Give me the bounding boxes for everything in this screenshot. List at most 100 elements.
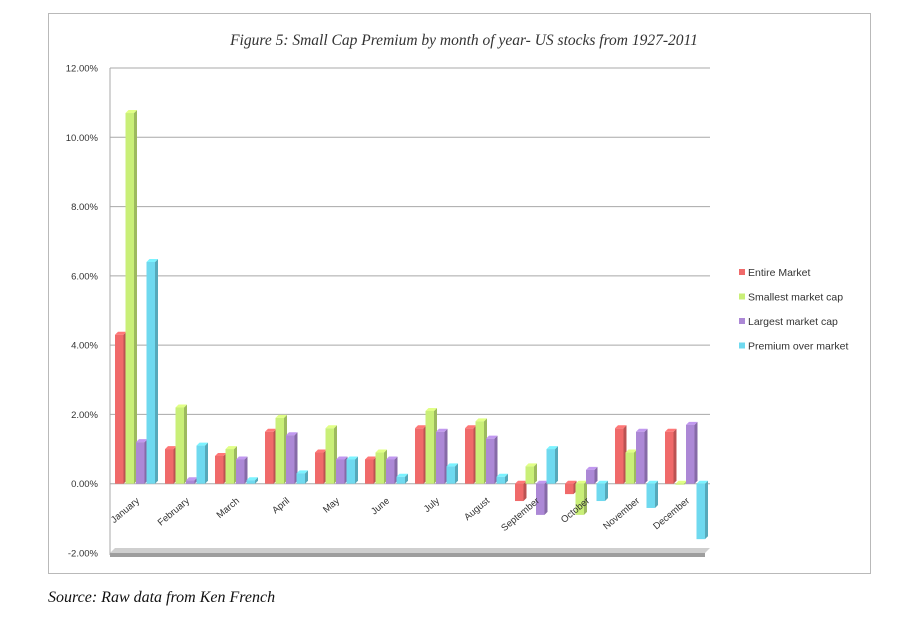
bar-top [475,418,487,422]
x-tick-label: May [321,495,342,515]
bar-side [244,456,248,484]
bar-top [596,480,608,484]
bar-side [534,463,537,484]
y-tick-label: 4.00% [71,341,98,352]
legend: Entire Market Smallest market cap Largest … [739,267,848,353]
bar [425,410,434,484]
y-tick-label: 10.00% [66,133,99,144]
floor-top [110,548,710,553]
bar-top [186,477,198,481]
bar [646,483,655,508]
chart-title: Figure 5: Small Cap Premium by month of … [229,32,698,49]
bar-top [496,473,508,477]
x-tick-label: April [270,496,292,517]
bar-side [584,480,587,515]
bar-top [215,453,227,456]
bar-top [575,480,587,484]
bar-top [525,463,537,467]
bar [215,456,224,484]
bar-side [494,435,498,484]
bar [146,262,155,484]
bar-top [665,428,677,432]
x-tick-label: March [215,496,242,521]
x-tick-label: February [156,495,192,528]
bar [665,431,674,484]
bar-side [155,259,158,484]
bar [115,334,124,484]
bar [175,407,184,484]
bar-top [625,449,637,453]
bar-side [355,456,358,484]
bar [625,452,634,484]
bar-side [523,480,527,502]
bar-top [586,466,598,470]
bar-top [686,421,698,425]
bar-top [146,259,158,262]
bar [415,428,424,484]
y-tick-label: 0.00% [71,479,98,490]
bar [236,459,245,484]
bar-top [446,463,458,467]
bar-top [646,480,658,484]
grid-layer [109,67,710,555]
bar-top [286,432,298,436]
bar [296,473,305,484]
bar-side [705,480,708,540]
bar-side [305,470,308,484]
legend-label: Smallest market cap [748,292,843,304]
bar-side [205,442,208,484]
bar [246,480,255,484]
bar-top [565,480,577,484]
bar [615,428,624,484]
bar [675,483,684,485]
bar-side [184,404,187,484]
floor-front [110,553,705,557]
legend-swatch [739,269,745,275]
bar-top [246,477,258,481]
bar-top [675,480,687,484]
x-tick-label: July [422,495,442,514]
bar-top [536,480,548,484]
bar [336,459,345,484]
legend-swatch [739,342,745,349]
bar [375,452,384,484]
legend-swatch [739,293,745,300]
bar [225,449,234,484]
bar-side [544,480,548,515]
bar [196,445,205,484]
bar-top [436,428,448,432]
bar-side [655,480,658,508]
bar [315,452,324,484]
bar-side [505,473,508,484]
bar-side [594,466,598,484]
bar [546,449,555,484]
bar [186,480,195,484]
y-tick-label: -2.00% [68,549,99,560]
bar-top [165,446,177,450]
bar-top [325,425,337,429]
bar-top [365,456,377,460]
bar-side [555,446,558,484]
bar-top [346,456,358,460]
bar-top [136,439,148,443]
bar [365,459,374,484]
bar [486,438,495,484]
bar-side [405,473,408,484]
y-tick-label: 2.00% [71,410,98,421]
bar-top [396,473,408,477]
x-tick-label: January [109,495,142,525]
bar-top [615,425,627,429]
bar [286,435,295,484]
bar [165,449,174,484]
bar [536,483,545,515]
bar-top [636,428,648,432]
bar-top [225,446,237,450]
bar-side [134,110,137,484]
bar [436,431,445,484]
legend-swatch [739,318,745,324]
bar [446,466,455,484]
bar [575,483,584,515]
legend-label: Premium over market [748,341,848,353]
bar [125,113,134,484]
bar [496,476,505,484]
